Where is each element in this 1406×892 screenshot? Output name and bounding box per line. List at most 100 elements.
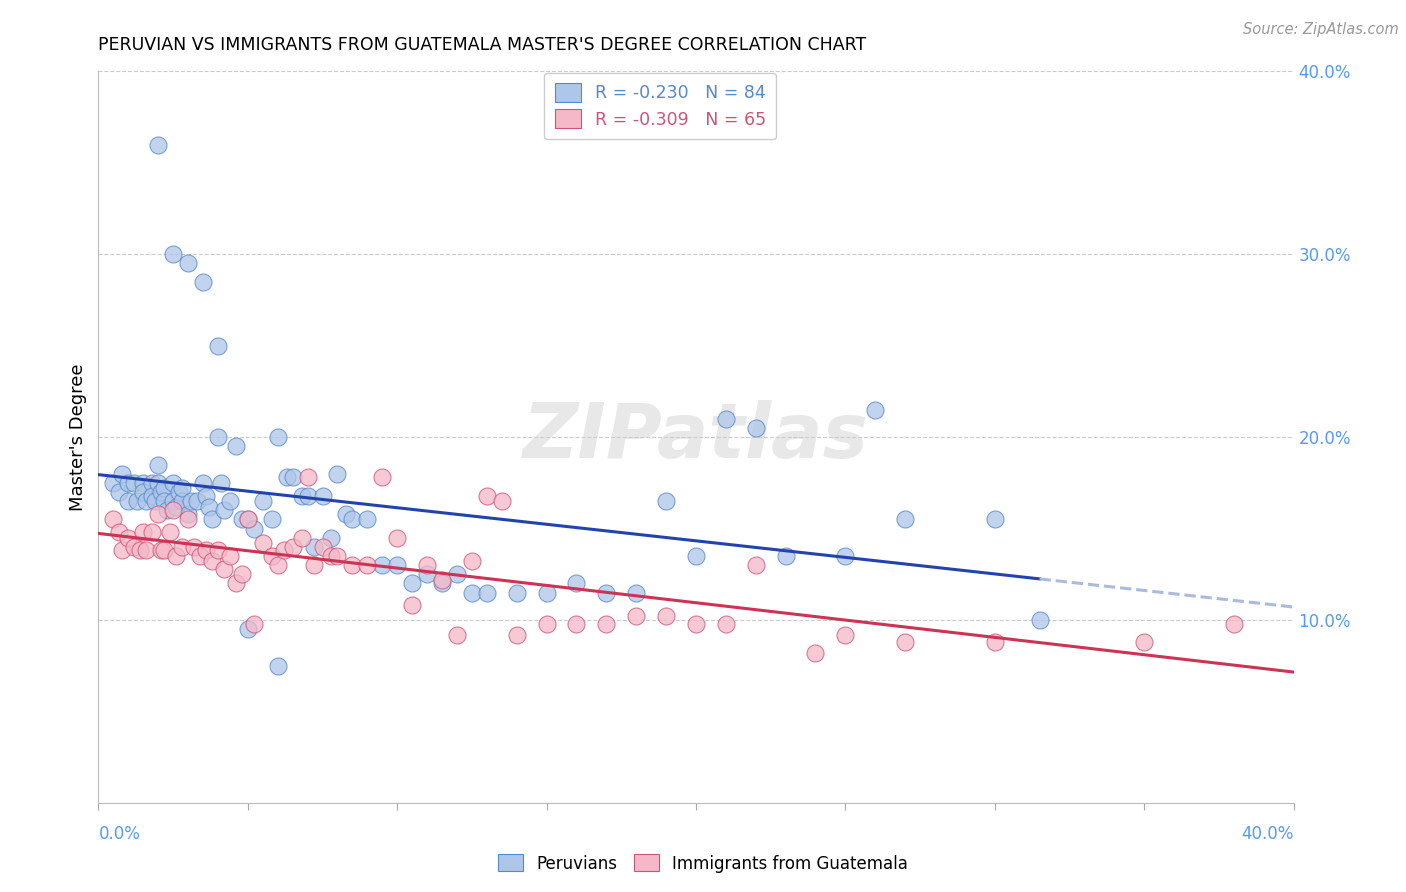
Point xyxy=(775,549,797,563)
Point xyxy=(804,646,827,660)
Point xyxy=(148,507,170,521)
Point xyxy=(172,540,194,554)
Point xyxy=(291,531,314,545)
Point xyxy=(475,585,498,599)
Point xyxy=(225,439,247,453)
Point xyxy=(565,616,588,631)
Point xyxy=(162,494,184,508)
Point xyxy=(260,549,283,563)
Point xyxy=(212,562,235,576)
Point xyxy=(117,494,139,508)
Point xyxy=(153,494,176,508)
Point xyxy=(186,494,208,508)
Point xyxy=(311,540,333,554)
Point xyxy=(401,576,423,591)
Point xyxy=(626,585,648,599)
Point xyxy=(167,485,190,500)
Point xyxy=(655,494,678,508)
Point xyxy=(416,567,439,582)
Y-axis label: Master's Degree: Master's Degree xyxy=(69,363,87,511)
Point xyxy=(141,489,163,503)
Point xyxy=(198,500,221,514)
Point xyxy=(297,489,319,503)
Point xyxy=(446,627,468,641)
Point xyxy=(267,430,290,444)
Point xyxy=(231,512,253,526)
Point xyxy=(141,525,163,540)
Point xyxy=(209,475,232,490)
Point xyxy=(536,585,558,599)
Point xyxy=(252,494,274,508)
Point xyxy=(180,494,202,508)
Point xyxy=(188,549,211,563)
Point xyxy=(565,576,588,591)
Point xyxy=(108,525,131,540)
Point xyxy=(177,512,200,526)
Point xyxy=(894,635,917,649)
Point xyxy=(385,558,409,573)
Point xyxy=(1028,613,1050,627)
Point xyxy=(297,470,319,484)
Point xyxy=(159,525,181,540)
Point xyxy=(117,475,139,490)
Point xyxy=(129,543,152,558)
Point xyxy=(148,458,170,472)
Point xyxy=(219,549,242,563)
Text: PERUVIAN VS IMMIGRANTS FROM GUATEMALA MASTER'S DEGREE CORRELATION CHART: PERUVIAN VS IMMIGRANTS FROM GUATEMALA MA… xyxy=(98,36,866,54)
Point xyxy=(626,609,648,624)
Point xyxy=(231,567,253,582)
Point xyxy=(356,512,378,526)
Point xyxy=(475,489,498,503)
Point xyxy=(141,475,163,490)
Point xyxy=(111,467,134,481)
Point xyxy=(177,507,200,521)
Point xyxy=(195,543,218,558)
Point xyxy=(148,475,170,490)
Point xyxy=(236,512,259,526)
Point xyxy=(302,540,325,554)
Point xyxy=(201,554,224,568)
Point xyxy=(207,543,229,558)
Point xyxy=(212,503,235,517)
Point xyxy=(984,512,1007,526)
Point xyxy=(143,494,166,508)
Point xyxy=(103,512,125,526)
Point xyxy=(156,503,179,517)
Point xyxy=(745,421,768,435)
Point xyxy=(894,512,917,526)
Point xyxy=(150,485,173,500)
Point xyxy=(153,543,176,558)
Point xyxy=(371,558,394,573)
Point xyxy=(655,609,678,624)
Point xyxy=(342,512,364,526)
Point xyxy=(191,275,214,289)
Point xyxy=(595,616,617,631)
Point xyxy=(416,558,439,573)
Point xyxy=(132,475,155,490)
Point xyxy=(401,599,423,613)
Point xyxy=(326,549,349,563)
Point xyxy=(385,531,409,545)
Point xyxy=(321,531,343,545)
Point xyxy=(491,494,513,508)
Point xyxy=(127,494,149,508)
Point xyxy=(111,543,134,558)
Point xyxy=(326,467,349,481)
Point xyxy=(162,247,184,261)
Point xyxy=(172,494,194,508)
Point xyxy=(461,585,484,599)
Point xyxy=(135,543,157,558)
Point xyxy=(865,402,887,417)
Point xyxy=(124,540,146,554)
Point xyxy=(225,576,247,591)
Point xyxy=(236,512,259,526)
Point xyxy=(191,475,214,490)
Point xyxy=(150,543,173,558)
Point xyxy=(207,430,229,444)
Point xyxy=(162,503,184,517)
Point xyxy=(183,540,205,554)
Point xyxy=(132,485,155,500)
Point xyxy=(267,558,290,573)
Point xyxy=(430,573,453,587)
Point xyxy=(685,616,707,631)
